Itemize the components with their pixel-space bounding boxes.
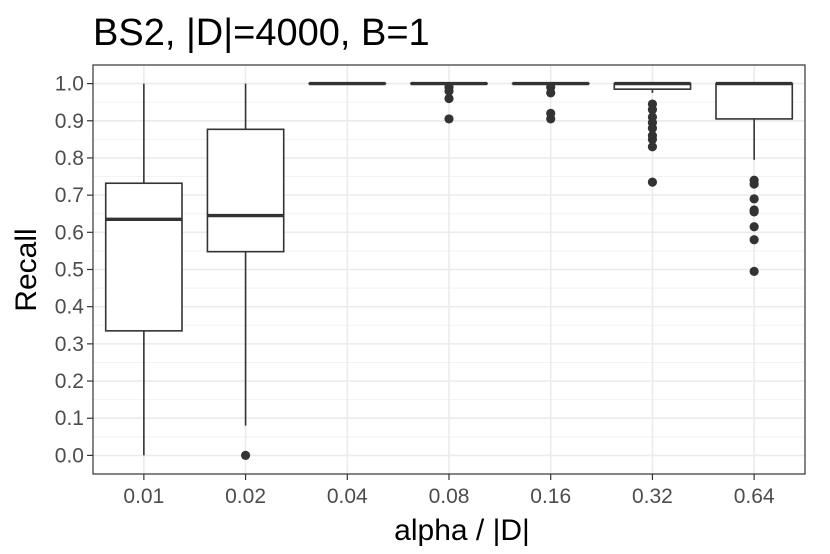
x-axis: 0.01 0.02 0.04 0.08 0.16 0.32 0.64 (123, 474, 775, 508)
y-axis: 0.0 0.1 0.2 0.3 0.4 0.5 0.6 0.7 0.8 0.9 1.0 (55, 73, 93, 467)
x-tick-label: 0.32 (632, 485, 673, 508)
box-0.02 (206, 83, 285, 461)
x-axis-title: alpha / |D| (394, 514, 530, 547)
outlier-point (444, 114, 454, 124)
outlier-point (444, 86, 454, 96)
outlier-point (647, 123, 658, 133)
y-tick-label: 1.0 (55, 73, 84, 96)
outlier-point (749, 179, 759, 189)
box-body (715, 82, 794, 120)
outlier-point (647, 105, 658, 115)
x-tick-label: 0.01 (123, 485, 164, 508)
box-0.32 (613, 81, 692, 187)
box-body (206, 128, 285, 253)
grid (93, 65, 805, 474)
outlier-point (240, 450, 251, 461)
panel-border (92, 64, 806, 475)
outlier-point (444, 93, 454, 104)
x-tick-label: 0.08 (429, 485, 470, 508)
box-0.01 (104, 83, 183, 456)
y-tick-label: 0.0 (55, 444, 84, 467)
outlier-point (647, 134, 658, 144)
x-tick-label: 0.04 (327, 485, 368, 508)
outlier-point (546, 114, 556, 124)
y-tick-label: 0.6 (55, 221, 84, 244)
box-0.64 (715, 81, 794, 276)
x-tick-label: 0.64 (734, 485, 775, 508)
outlier-point (647, 177, 658, 187)
outlier-point (749, 266, 759, 276)
chart-title: BS2, |D|=4000, B=1 (93, 12, 430, 54)
y-axis-title: Recall (10, 228, 43, 311)
outlier-point (546, 88, 556, 98)
y-tick-label: 0.3 (55, 333, 84, 356)
y-tick-label: 0.4 (55, 296, 85, 319)
x-tick-label: 0.02 (225, 485, 266, 508)
y-tick-label: 0.1 (55, 407, 84, 430)
box-body (104, 182, 183, 332)
y-tick-label: 0.5 (55, 259, 84, 282)
outlier-point (749, 194, 759, 204)
y-tick-label: 0.2 (55, 370, 84, 393)
outlier-point (749, 207, 759, 217)
y-tick-label: 0.9 (55, 110, 84, 133)
box-0.16 (511, 81, 590, 124)
boxes (104, 81, 794, 461)
y-tick-label: 0.8 (55, 147, 84, 170)
y-tick-label: 0.7 (55, 184, 84, 207)
outlier-point (749, 235, 759, 245)
box-0.08 (410, 81, 488, 124)
outlier-point (749, 222, 759, 232)
x-tick-label: 0.16 (530, 485, 571, 508)
outlier-point (647, 142, 658, 152)
